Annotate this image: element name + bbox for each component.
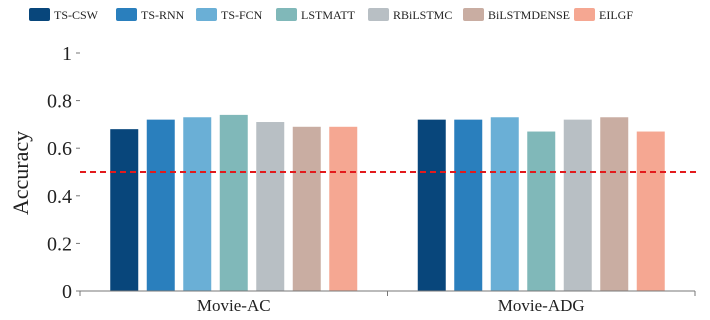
bar	[527, 131, 556, 291]
bar	[600, 117, 629, 291]
bar	[183, 117, 212, 291]
bar	[454, 119, 483, 291]
legend-item: TS-RNN	[116, 8, 185, 22]
y-axis-ticks: 0 0.2 0.4 0.6 0.8 1	[47, 43, 80, 303]
legend-swatch	[116, 8, 137, 21]
bar	[490, 117, 519, 291]
bar	[256, 122, 285, 292]
bar	[110, 129, 139, 291]
legend-label: TS-CSW	[54, 8, 99, 22]
y-tick-label: 0.2	[47, 233, 72, 255]
legend-swatch	[368, 8, 389, 21]
bar	[219, 114, 248, 291]
legend-item: TS-FCN	[196, 8, 263, 22]
bar	[417, 119, 446, 291]
legend-swatch	[196, 8, 217, 21]
legend-item: TS-CSW	[29, 8, 99, 22]
legend-label: RBiLSTMC	[393, 8, 452, 22]
legend-swatch	[276, 8, 297, 21]
bar	[636, 131, 665, 291]
category-label: Movie-AC	[197, 296, 271, 315]
legend-label: BiLSTMDENSE	[488, 8, 570, 22]
legend-label: EILGF	[599, 8, 633, 22]
legend-label: TS-RNN	[141, 8, 185, 22]
y-tick-label: 0.4	[47, 186, 72, 208]
legend: TS-CSW TS-RNN TS-FCN LSTMATT RBiLSTMC BiLSTMD…	[29, 8, 633, 22]
legend-swatch	[574, 8, 595, 21]
bar	[329, 126, 358, 291]
category-label: Movie-ADG	[498, 296, 585, 315]
legend-item: LSTMATT	[276, 8, 356, 22]
y-tick-label: 0	[62, 281, 72, 303]
y-tick-label: 0.6	[47, 138, 72, 160]
legend-label: TS-FCN	[221, 8, 263, 22]
legend-item: EILGF	[574, 8, 633, 22]
legend-label: LSTMATT	[301, 8, 356, 22]
y-axis-title: Accuracy	[8, 131, 33, 215]
legend-item: BiLSTMDENSE	[463, 8, 570, 22]
bar	[292, 126, 321, 291]
bar	[146, 119, 175, 291]
y-tick-label: 0.8	[47, 91, 72, 113]
legend-item: RBiLSTMC	[368, 8, 452, 22]
legend-swatch	[29, 8, 50, 21]
y-tick-label: 1	[62, 43, 72, 65]
bar	[563, 119, 592, 291]
bars	[110, 114, 665, 292]
category-labels: Movie-AC Movie-ADG	[197, 296, 585, 315]
x-axis-ticks	[79, 291, 696, 296]
legend-swatch	[463, 8, 484, 21]
